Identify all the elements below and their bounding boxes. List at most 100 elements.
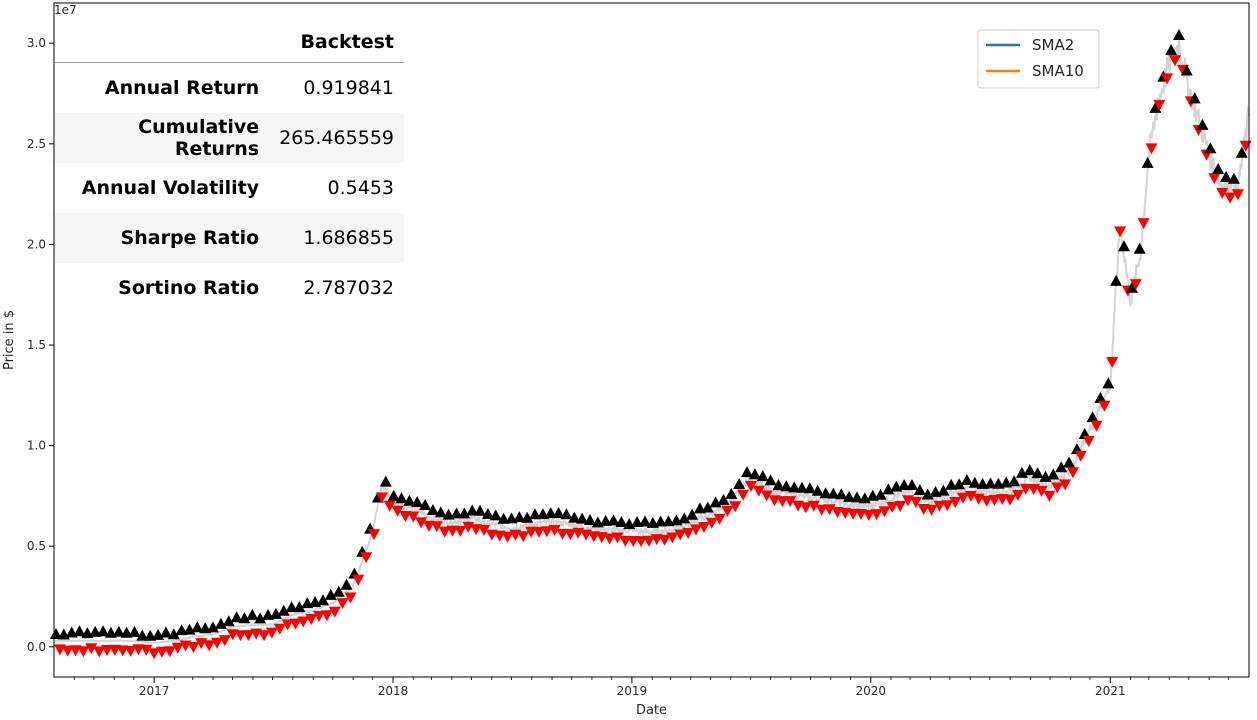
sell-signal-marker [360, 552, 373, 564]
buy-signal-marker [317, 594, 329, 606]
sell-signal-marker [847, 508, 860, 520]
buy-signal-marker [167, 628, 180, 640]
buy-signal-marker [748, 468, 761, 480]
buy-signal-marker [324, 588, 337, 600]
buy-signal-marker [481, 507, 494, 519]
sell-signal-marker [124, 645, 137, 657]
sell-signal-marker [697, 522, 710, 533]
buy-signal-marker [73, 625, 86, 637]
sell-signal-marker [1059, 479, 1072, 491]
sell-signal-marker [1043, 490, 1056, 502]
stats-row-annual-volatility: Annual Volatility 0.5453 [55, 163, 404, 213]
buy-signal-marker [489, 509, 502, 521]
buy-signal-marker [230, 611, 243, 623]
sell-signal-marker [957, 492, 969, 504]
x-axis-label: Date [636, 703, 667, 718]
stats-row-name: Cumulative Returns [138, 116, 260, 160]
buy-signal-marker [1023, 464, 1036, 476]
buy-signal-marker [631, 516, 644, 527]
buy-signal-marker [207, 621, 219, 633]
sell-signal-marker [752, 485, 765, 497]
buy-signal-marker [1015, 466, 1028, 478]
sell-signal-marker [619, 535, 632, 547]
stats-header-backtest: Backtest [300, 31, 394, 53]
buy-signal-marker [725, 487, 738, 499]
sell-signal-marker [525, 526, 538, 538]
sell-signal-marker [517, 531, 530, 543]
sell-signal-marker [328, 606, 341, 618]
sell-signal-marker [674, 529, 687, 541]
x-tick-label: 2019 [617, 684, 648, 698]
sell-signal-marker [540, 526, 553, 538]
sell-signal-marker [438, 526, 451, 538]
sell-signal-marker [297, 616, 310, 628]
sell-signal-marker [611, 532, 624, 544]
buy-signal-marker [827, 487, 840, 499]
sell-signal-marker [1216, 187, 1229, 199]
sell-signal-marker [148, 648, 161, 660]
sell-signal-marker [1090, 420, 1103, 432]
buy-signal-marker [1220, 170, 1233, 182]
buy-signal-marker [552, 507, 565, 518]
buy-signal-marker [764, 474, 777, 486]
buy-signal-marker [529, 508, 541, 520]
sell-signal-marker [603, 533, 616, 545]
stats-row-sortino-ratio: Sortino Ratio 2.787032 [55, 263, 404, 313]
buy-signal-marker [560, 508, 573, 520]
buy-signal-marker [497, 512, 510, 524]
sell-signal-marker [391, 505, 404, 517]
buy-signal-marker [254, 612, 267, 624]
buy-signal-marker [576, 512, 589, 524]
sell-signal-marker [368, 529, 380, 541]
y-tick-label: 0.5 [27, 539, 46, 553]
sell-signal-marker [163, 646, 176, 658]
buy-signal-marker [332, 585, 345, 597]
buy-signal-marker [285, 601, 298, 613]
y-tick-label: 0.0 [27, 640, 46, 654]
buy-signal-marker [686, 508, 699, 520]
stats-corner-cell [55, 22, 269, 63]
buy-signal-marker [756, 470, 769, 482]
x-tick-label: 2020 [855, 684, 886, 698]
sell-signal-marker [478, 525, 490, 536]
sell-signal-marker [799, 502, 812, 514]
buy-signal-marker [175, 624, 188, 636]
sell-signal-marker [666, 532, 679, 544]
stats-row-value: 265.465559 [279, 127, 394, 149]
stats-row-value: 2.787032 [303, 277, 394, 299]
buy-signal-marker [788, 481, 801, 493]
buy-signal-marker [1196, 118, 1209, 130]
sell-signal-marker [564, 529, 577, 541]
sell-signal-marker [156, 646, 168, 658]
stats-row-name: Sortino Ratio [118, 277, 260, 299]
sell-signal-marker [61, 645, 74, 657]
stats-row-value: 0.5453 [327, 177, 394, 199]
buy-signal-marker [607, 514, 620, 526]
sell-signal-marker [289, 618, 302, 630]
buy-signal-marker [772, 479, 785, 491]
plot-frame [53, 2, 1250, 678]
sell-signal-marker [1012, 489, 1024, 501]
buy-signal-marker [945, 478, 958, 490]
buy-signal-marker [387, 489, 400, 501]
sell-signal-marker [548, 525, 561, 536]
sell-signal-marker [187, 642, 200, 653]
sell-signal-marker [1035, 485, 1048, 497]
buy-signal-marker [984, 477, 997, 489]
buy-signal-marker [1165, 44, 1178, 56]
buy-signal-marker [544, 507, 557, 519]
buy-signal-marker [835, 488, 848, 500]
sell-signal-marker [682, 527, 695, 539]
buy-signal-marker [379, 475, 392, 487]
sell-signal-marker [399, 511, 412, 522]
sell-signal-marker [729, 501, 742, 513]
sell-signal-marker [281, 619, 294, 631]
x-tick-label: 2018 [378, 684, 409, 698]
sell-signal-marker [784, 496, 797, 508]
sell-signal-marker [101, 645, 113, 656]
sell-signal-marker [77, 646, 90, 658]
sell-signal-marker [132, 644, 145, 656]
sell-signal-marker [344, 592, 357, 604]
sell-signal-marker [737, 489, 750, 501]
